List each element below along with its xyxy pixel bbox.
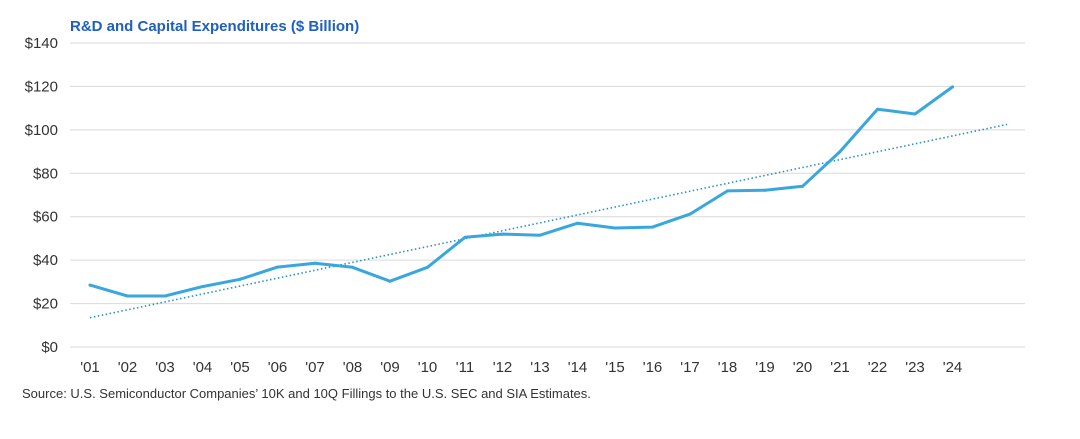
data-point [313,261,317,265]
x-tick-label: '01 [80,359,100,376]
x-tick-label: '14 [568,359,588,376]
gridlines [70,42,1025,348]
y-tick-label: $100 [25,122,58,139]
data-point [688,212,692,216]
series-layer [88,85,954,298]
y-tick-label: $140 [25,35,58,52]
x-tick-label: '22 [868,359,888,376]
data-point [651,225,654,229]
data-point [238,277,242,281]
data-point [951,85,954,89]
data-point [351,265,354,269]
x-tick-label: '10 [418,359,438,376]
x-tick-label: '09 [380,359,400,376]
x-tick-label: '24 [943,359,963,376]
x-axis: '01 '02 '03 '04 '05 '06 '07 '08 '09 '10 '11 '12 '13 '… [80,359,962,376]
x-tick-label: '21 [830,359,850,376]
y-axis: $0 $20 $40 $60 $80 $100 $120 $140 [25,35,58,356]
data-point [913,112,917,116]
data-point [726,189,729,193]
x-tick-label: '15 [605,359,625,376]
x-tick-label: '05 [230,359,250,376]
x-tick-label: '18 [718,359,738,376]
data-point [501,232,504,236]
data-point [838,150,842,154]
trend-line [89,123,1008,319]
x-tick-label: '04 [193,359,213,376]
x-tick-label: '17 [680,359,700,376]
data-point [613,226,617,230]
y-tick-label: $40 [33,252,58,269]
data-point [163,294,167,298]
data-point [538,233,542,237]
chart-source: Source: U.S. Semiconductor Companies’ 10… [22,386,591,401]
x-tick-label: '11 [456,359,474,376]
x-tick-label: '13 [530,359,550,376]
data-point [463,235,467,239]
data-point [763,188,767,192]
y-tick-label: $120 [25,78,58,95]
data-point [876,107,879,111]
data-point [576,221,579,225]
trend-layer [89,123,1008,319]
x-tick-label: '12 [493,359,513,376]
x-tick-label: '03 [155,359,175,376]
data-point [88,283,92,287]
data-point [276,265,279,269]
y-tick-label: $0 [41,339,58,356]
y-tick-label: $60 [33,209,58,226]
y-tick-label: $20 [33,296,58,313]
line-chart: $0$20$40$60$80$100$120$140 '01'02'03'04 '… [25,35,1025,376]
data-point [388,279,392,283]
y-tick-label: $80 [33,165,58,182]
chart-title: R&D and Capital Expenditures ($ Billion) [70,18,360,35]
data-point [426,265,429,269]
x-tick-label: '06 [268,359,288,376]
data-point [801,184,804,188]
x-tick-label: '16 [643,359,663,376]
series-line [88,85,954,298]
x-tick-label: '08 [343,359,363,376]
x-tick-label: '23 [905,359,925,376]
data-point [201,285,204,289]
x-tick-label: '07 [305,359,325,376]
data-point [126,294,129,298]
x-tick-label: '19 [755,359,775,376]
x-tick-label: '02 [118,359,138,376]
x-tick-label: '20 [793,359,813,376]
